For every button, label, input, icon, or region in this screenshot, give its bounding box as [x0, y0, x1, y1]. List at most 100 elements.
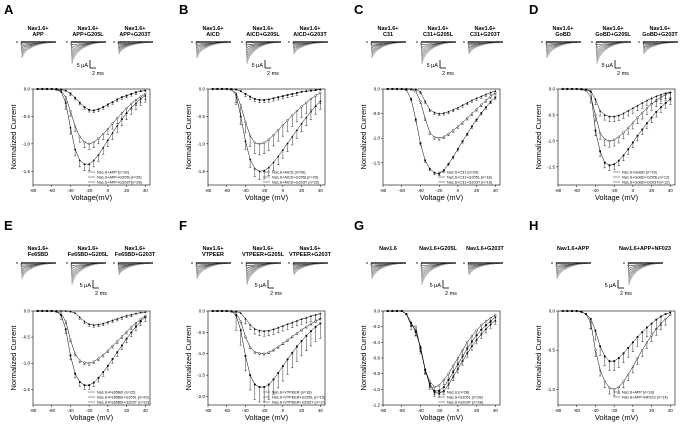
- data-point: [599, 368, 602, 371]
- data-point: [645, 99, 649, 102]
- series-filled-triangle: [211, 87, 322, 180]
- data-point: [428, 384, 431, 387]
- data-point: [144, 89, 147, 92]
- data-point: [88, 162, 91, 165]
- panel-h: H Nav1.6+APP Nav1.6+APP+NF023 5 µA 2 ms -80 -6…: [525, 216, 700, 432]
- data-point: [272, 378, 275, 381]
- x-tick-label: -20: [436, 188, 443, 193]
- data-point: [395, 87, 399, 90]
- data-point: [627, 373, 630, 376]
- legend-entry: Na1.6+APP+G203T(n=28): [88, 180, 143, 184]
- y-tick-label: -0.6: [372, 356, 380, 361]
- iv-plot: -80 -60 -40 -20 0 20 40 0.0 -0.5 -1.0 -1.5 Voltage …: [9, 309, 151, 422]
- series-filled-square: [211, 310, 322, 403]
- data-point: [286, 338, 289, 342]
- data-point: [314, 325, 317, 328]
- y-tick-label: -1.0: [22, 141, 30, 146]
- data-point: [277, 345, 280, 348]
- data-point: [419, 90, 422, 93]
- data-point: [253, 167, 256, 170]
- scale-current-label: 5 µA: [605, 283, 617, 289]
- data-point: [669, 90, 672, 93]
- data-point: [139, 311, 142, 314]
- legend-entry: Na1.6+APP+G205L(n=26): [88, 175, 142, 179]
- data-point: [314, 320, 317, 323]
- data-point: [263, 141, 266, 144]
- data-point: [580, 87, 583, 90]
- data-point: [636, 116, 639, 119]
- data-point: [414, 88, 417, 91]
- data-point: [575, 87, 578, 90]
- legend-label: Na1.6+Fe65BD+G205L (n=20): [97, 395, 150, 399]
- iv-plot: -80 -60 -40 -20 0 20 40 0.0 -0.5 -1.0 -1.5 -2.0 Volt…: [184, 309, 326, 423]
- data-point: [622, 380, 625, 383]
- legend-entry: Na1.6+Fe65BD+G205L (n=20): [88, 395, 150, 399]
- series-filled-triangle: [561, 87, 672, 122]
- y-tick-label: -2.0: [197, 394, 205, 399]
- data-point: [470, 334, 474, 338]
- current-traces: 5 µA2 ms: [16, 41, 154, 77]
- plot-frame: [32, 310, 151, 406]
- x-tick-label: 20: [474, 188, 480, 193]
- data-point: [452, 364, 455, 367]
- data-point: [613, 138, 616, 141]
- data-point: [645, 107, 649, 110]
- data-point: [121, 96, 123, 99]
- trace-label: Nav1.6+ APP+G205L: [72, 26, 104, 38]
- current-trace: [66, 41, 107, 65]
- data-point: [309, 97, 313, 100]
- data-point: [234, 93, 238, 96]
- data-point: [50, 87, 53, 90]
- data-point: [144, 310, 147, 313]
- data-point: [613, 388, 616, 391]
- y-axis-label: Normalized Current: [359, 104, 368, 170]
- data-point: [253, 350, 256, 354]
- series-filled-triangle: [386, 87, 497, 116]
- data-point: [69, 92, 72, 95]
- data-point: [74, 372, 77, 375]
- x-tick-label: 40: [318, 408, 324, 413]
- series-line: [212, 310, 321, 332]
- x-tick-label: 20: [299, 188, 305, 193]
- y-tick-label: 0.0: [374, 309, 381, 314]
- data-point: [664, 102, 667, 104]
- series-filled-triangle: [386, 309, 497, 398]
- series-filled-square: [386, 310, 497, 396]
- trace-label: Nav1.6+G205L: [419, 246, 457, 252]
- data-point: [452, 129, 455, 132]
- data-point: [305, 116, 308, 119]
- data-point: [660, 315, 662, 318]
- data-point: [239, 104, 242, 107]
- data-point: [589, 89, 592, 92]
- data-point: [433, 390, 436, 392]
- panel-b: B Nav1.6+ AICD Nav1.6+ AICD+G205L Nav1.6+ AICD…: [175, 0, 350, 216]
- data-point: [267, 383, 270, 386]
- data-point: [239, 115, 242, 118]
- scale-time-label: 2 ms: [617, 71, 629, 77]
- legend-label: Na1.6+GoBD+G205L(n=12): [622, 175, 670, 179]
- scale-current-label: 5 µA: [255, 283, 267, 289]
- data-point: [230, 88, 233, 91]
- data-point: [139, 320, 142, 323]
- y-tick-label: -1.0: [372, 387, 380, 392]
- data-point: [494, 319, 497, 322]
- data-point: [475, 329, 478, 332]
- trace-label: Nav1.6+ GoBD: [552, 26, 574, 38]
- data-point: [489, 320, 492, 323]
- data-point: [300, 340, 303, 342]
- data-point: [45, 87, 49, 90]
- data-point: [485, 106, 487, 109]
- data-point: [470, 345, 474, 348]
- x-axis-label: Voltage (mV): [420, 413, 464, 422]
- x-tick-label: -80: [205, 408, 212, 413]
- legend-entry: Na1.6+VTPEER (n=18): [263, 390, 312, 394]
- x-tick-label: -40: [417, 188, 424, 193]
- data-point: [571, 310, 573, 312]
- data-point: [121, 344, 123, 347]
- legend-label: Na1.6+AICD+G205L(n=20): [272, 175, 319, 179]
- legend-label: Na1.6+VTPEER (n=18): [272, 390, 312, 394]
- data-point: [489, 95, 492, 98]
- data-point: [59, 309, 63, 312]
- series-line: [212, 88, 321, 101]
- data-point: [134, 98, 138, 102]
